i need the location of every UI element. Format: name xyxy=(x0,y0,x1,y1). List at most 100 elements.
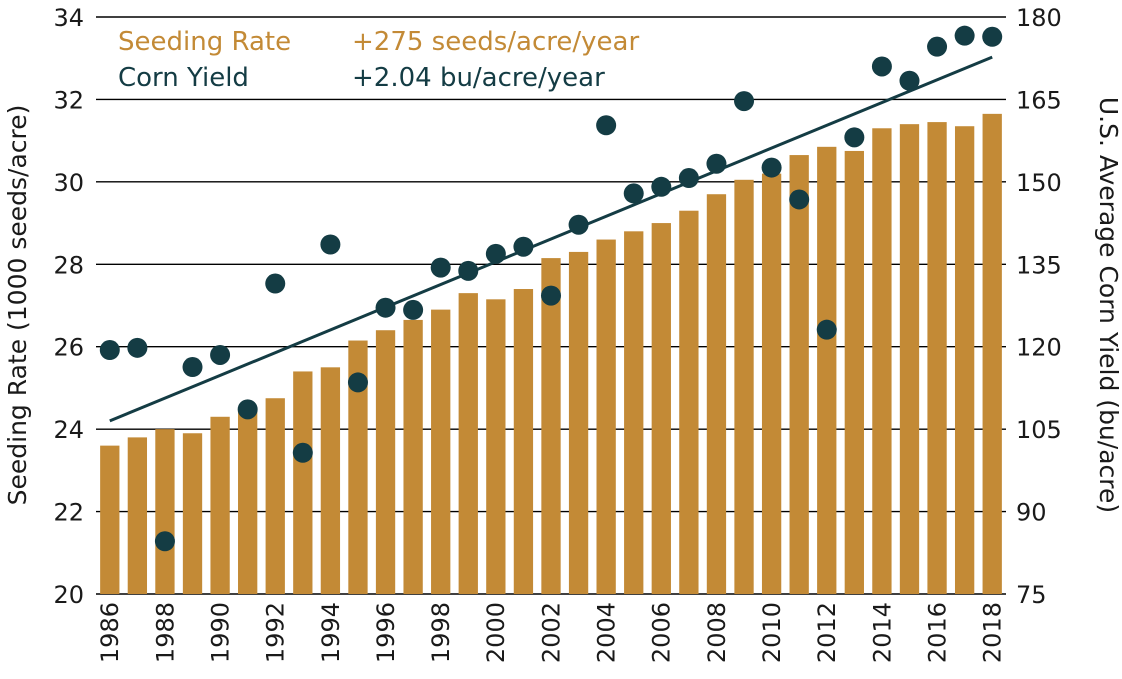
corn-yield-point xyxy=(485,243,506,264)
x-axis-tick-label: 1998 xyxy=(427,602,455,663)
x-axis-tick-label: 1996 xyxy=(372,602,400,663)
seeding-rate-bar xyxy=(899,124,920,595)
left-axis-tick-label: 30 xyxy=(53,169,84,197)
seeding-rate-bar xyxy=(320,367,341,594)
seeding-rate-bar xyxy=(982,113,1002,594)
corn-yield-point xyxy=(513,236,534,257)
seeding-rate-bar xyxy=(734,179,754,594)
seeding-rate-bar xyxy=(100,445,120,594)
bar-layer xyxy=(100,113,1002,595)
right-axis-tick-label: 150 xyxy=(1016,169,1062,197)
legend-label: Corn Yield xyxy=(118,63,249,93)
left-axis-tick-label: 24 xyxy=(53,416,84,444)
seeding-rate-bar xyxy=(954,126,975,594)
corn-yield-point xyxy=(899,70,920,91)
seeding-rate-bar xyxy=(844,150,864,595)
dot-layer xyxy=(99,25,1003,552)
seeding-rate-bar xyxy=(513,289,534,594)
corn-yield-point xyxy=(651,176,672,197)
corn-yield-point xyxy=(182,357,203,378)
x-axis-tick-label: 2004 xyxy=(593,602,621,663)
seeding-rate-bar xyxy=(872,128,892,594)
x-axis-tick-label: 2000 xyxy=(482,602,510,663)
seeding-rate-bar xyxy=(403,319,423,594)
x-axis-tick-label: 1986 xyxy=(96,602,124,663)
corn-yield-point xyxy=(210,344,231,365)
corn-yield-point xyxy=(541,285,561,306)
corn-yield-point xyxy=(127,337,148,358)
x-axis-tick-label: 1994 xyxy=(317,602,345,663)
corn-yield-point xyxy=(678,168,699,189)
corn-yield-point xyxy=(568,214,589,235)
right-axis-tick-label: 135 xyxy=(1016,251,1062,279)
seeding-rate-bar xyxy=(348,340,368,594)
corn-yield-point xyxy=(982,26,1003,47)
seeding-rate-bar xyxy=(127,437,148,594)
seeding-rate-bar xyxy=(651,223,671,595)
x-axis-tick-label: 2018 xyxy=(979,602,1007,663)
seeding-rate-bar xyxy=(431,309,451,594)
corn-yield-point xyxy=(265,273,286,294)
seeding-rate-bar xyxy=(210,416,230,594)
seeding-rate-bar xyxy=(761,173,782,594)
seeding-rate-bar xyxy=(568,251,589,594)
corn-yield-point xyxy=(320,234,341,255)
corn-yield-point xyxy=(237,399,258,420)
legend: Seeding Rate +275 seeds/acre/year Corn Yie… xyxy=(118,27,639,93)
x-axis-tick-label: 1990 xyxy=(206,602,234,663)
legend-label: Seeding Rate xyxy=(118,27,291,57)
right-axis-tick-label: 120 xyxy=(1016,334,1062,362)
x-axis-tick-label: 2016 xyxy=(923,602,951,663)
right-axis-tick-label: 90 xyxy=(1016,499,1047,527)
x-axis-tick-label: 2012 xyxy=(813,602,841,663)
left-axis-title: Seeding Rate (1000 seeds/acre) xyxy=(3,105,32,506)
corn-yield-point xyxy=(734,91,755,112)
seeding-rate-bar xyxy=(789,155,809,594)
corn-yield-point xyxy=(154,531,175,552)
seeding-rate-bar xyxy=(927,122,947,594)
left-axis-tick-label: 22 xyxy=(53,499,84,527)
corn-yield-point xyxy=(871,56,892,77)
seeding-rate-bar xyxy=(596,239,616,595)
x-axis-tick-label: 1988 xyxy=(151,602,179,663)
seeding-rate-bar xyxy=(458,293,478,594)
x-axis-tick-label: 1992 xyxy=(262,602,290,663)
corn-yield-point xyxy=(347,372,368,393)
corn-yield-point xyxy=(816,319,837,340)
corn-yield-point xyxy=(706,153,727,174)
corn-yield-point xyxy=(789,189,810,210)
seeding-rate-bar xyxy=(293,371,313,594)
corn-yield-trendline xyxy=(109,55,993,423)
left-axis-tick-label: 28 xyxy=(53,251,84,279)
corn-yield-point xyxy=(403,299,424,320)
seeding-rate-bar xyxy=(679,210,699,594)
seeding-rate-bar xyxy=(155,429,175,594)
right-axis-tick-label: 180 xyxy=(1016,4,1062,32)
corn-yield-point xyxy=(430,257,451,278)
corn-yield-point xyxy=(954,25,975,46)
x-axis-tick-label: 2010 xyxy=(758,602,786,663)
axis-layer: 20 22 24 26 28 30 32 34 75 90 105 120 135 150 165 180 19… xyxy=(3,4,1122,663)
corn-yield-point xyxy=(292,442,313,463)
corn-yield-point xyxy=(596,115,617,136)
corn-yield-point xyxy=(844,127,865,148)
left-axis-tick-label: 32 xyxy=(53,86,84,114)
corn-yield-point xyxy=(375,297,396,318)
x-axis-tick-label: 2002 xyxy=(537,602,565,663)
seeding-rate-bar xyxy=(182,433,203,594)
seeding-rate-bar xyxy=(541,258,561,594)
left-axis-tick-label: 26 xyxy=(53,334,84,362)
seeding-rate-bar xyxy=(486,299,506,594)
seeding-rate-bar xyxy=(375,330,396,594)
seeding-rate-bar xyxy=(706,194,727,594)
x-axis-tick-label: 2014 xyxy=(868,602,896,663)
left-axis-tick-label: 20 xyxy=(53,581,84,609)
right-axis-title: U.S. Average Corn Yield (bu/acre) xyxy=(1094,97,1122,513)
legend-trend-value: +275 seeds/acre/year xyxy=(352,27,639,57)
seeding-rate-bar xyxy=(238,408,258,594)
trendline-layer xyxy=(109,55,993,423)
seeding-rate-bar xyxy=(624,231,644,595)
corn-yield-point xyxy=(99,340,120,361)
